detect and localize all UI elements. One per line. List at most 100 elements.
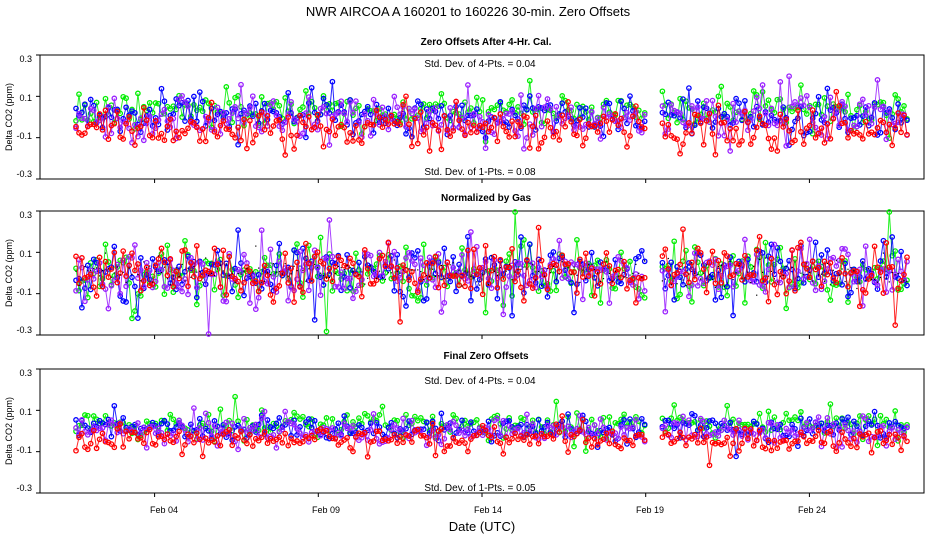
data-point-green bbox=[90, 413, 97, 419]
data-point-blue bbox=[276, 415, 283, 421]
data-point-purple bbox=[830, 254, 837, 261]
data-point-red bbox=[659, 434, 666, 441]
data-point-blue bbox=[848, 115, 854, 122]
data-point-purple bbox=[111, 421, 118, 428]
data-point-black bbox=[874, 278, 876, 281]
data-point-green bbox=[267, 262, 274, 269]
data-point-blue bbox=[524, 106, 530, 113]
data-point-purple bbox=[297, 248, 303, 255]
data-point-black bbox=[865, 279, 867, 281]
data-point-purple bbox=[220, 109, 227, 116]
data-point-purple bbox=[267, 246, 274, 253]
x-tick-label: Feb 04 bbox=[150, 505, 178, 515]
data-point-purple bbox=[358, 434, 365, 441]
data-point-purple bbox=[759, 426, 766, 433]
data-point-red bbox=[450, 127, 457, 134]
data-point-green bbox=[229, 266, 236, 273]
data-point-green bbox=[762, 103, 769, 109]
data-point-red bbox=[803, 265, 810, 272]
data-point-red bbox=[892, 431, 899, 438]
data-point-red bbox=[143, 429, 150, 436]
data-point-purple bbox=[332, 111, 339, 118]
data-point-red bbox=[229, 442, 236, 449]
data-point-red bbox=[305, 113, 312, 120]
data-point-purple bbox=[582, 260, 589, 266]
data-point-red bbox=[509, 246, 515, 252]
data-point-black bbox=[717, 266, 719, 268]
data-point-red bbox=[680, 434, 686, 441]
data-point-purple bbox=[783, 270, 790, 277]
data-point-red bbox=[400, 439, 406, 446]
data-point-red bbox=[630, 275, 636, 282]
data-point-black bbox=[844, 280, 846, 283]
data-point-purple bbox=[615, 435, 622, 442]
data-point-black bbox=[187, 267, 189, 269]
data-point-purple bbox=[426, 107, 433, 114]
data-point-blue bbox=[571, 309, 577, 316]
data-point-red bbox=[482, 427, 489, 434]
data-point-purple bbox=[621, 114, 627, 121]
data-point-blue bbox=[358, 111, 365, 118]
data-point-red bbox=[856, 431, 863, 437]
data-point-red bbox=[538, 257, 545, 264]
data-point-purple bbox=[432, 104, 439, 111]
y-tick-label: 0.3 bbox=[19, 210, 32, 220]
data-point-red bbox=[671, 135, 678, 141]
data-point-purple bbox=[600, 104, 607, 111]
data-point-red bbox=[90, 284, 97, 291]
data-point-green bbox=[703, 418, 710, 424]
data-point-blue bbox=[730, 312, 736, 319]
data-point-red bbox=[541, 271, 548, 278]
data-point-red bbox=[137, 435, 144, 441]
data-point-purple bbox=[786, 284, 792, 291]
data-point-black bbox=[676, 283, 678, 285]
data-point-red bbox=[821, 440, 828, 447]
data-point-black bbox=[352, 271, 354, 273]
data-point-red bbox=[447, 133, 454, 140]
data-point-red bbox=[582, 250, 589, 257]
data-point-purple bbox=[123, 283, 129, 290]
data-point-red bbox=[577, 116, 583, 123]
data-point-green bbox=[158, 250, 165, 257]
data-point-purple bbox=[792, 99, 798, 105]
data-point-blue bbox=[294, 249, 300, 256]
data-point-black bbox=[720, 264, 722, 267]
data-point-purple bbox=[241, 415, 247, 422]
data-point-green bbox=[220, 292, 227, 299]
data-point-black bbox=[697, 274, 699, 276]
data-point-red bbox=[435, 127, 442, 133]
data-point-red bbox=[839, 120, 845, 127]
data-point-green bbox=[691, 418, 698, 425]
data-point-red bbox=[756, 427, 763, 434]
data-point-red bbox=[423, 124, 430, 131]
data-point-green bbox=[786, 417, 792, 424]
data-point-red bbox=[803, 440, 810, 447]
data-point-red bbox=[694, 112, 701, 119]
data-point-purple bbox=[851, 122, 857, 129]
data-point-green bbox=[376, 412, 383, 418]
data-point-red bbox=[827, 259, 834, 266]
data-point-blue bbox=[730, 120, 736, 126]
data-point-red bbox=[582, 135, 589, 142]
data-point-blue bbox=[662, 285, 669, 292]
data-point-red bbox=[226, 427, 233, 433]
data-point-purple bbox=[161, 283, 168, 290]
data-point-red bbox=[93, 293, 100, 299]
data-point-purple bbox=[742, 236, 748, 243]
data-point-red bbox=[759, 444, 766, 451]
data-point-blue bbox=[624, 120, 630, 127]
data-point-blue bbox=[768, 112, 775, 119]
data-point-red bbox=[214, 261, 221, 268]
data-point-red bbox=[152, 262, 159, 269]
data-point-red bbox=[444, 259, 451, 266]
data-point-red bbox=[332, 263, 339, 270]
data-point-purple bbox=[768, 420, 775, 427]
data-point-red bbox=[149, 134, 156, 141]
data-point-purple bbox=[597, 136, 604, 142]
data-point-green bbox=[164, 427, 171, 434]
data-point-green bbox=[612, 285, 619, 292]
data-point-red bbox=[123, 273, 129, 279]
data-point-red bbox=[217, 284, 224, 290]
data-point-black bbox=[847, 268, 849, 270]
data-point-red bbox=[391, 432, 398, 438]
